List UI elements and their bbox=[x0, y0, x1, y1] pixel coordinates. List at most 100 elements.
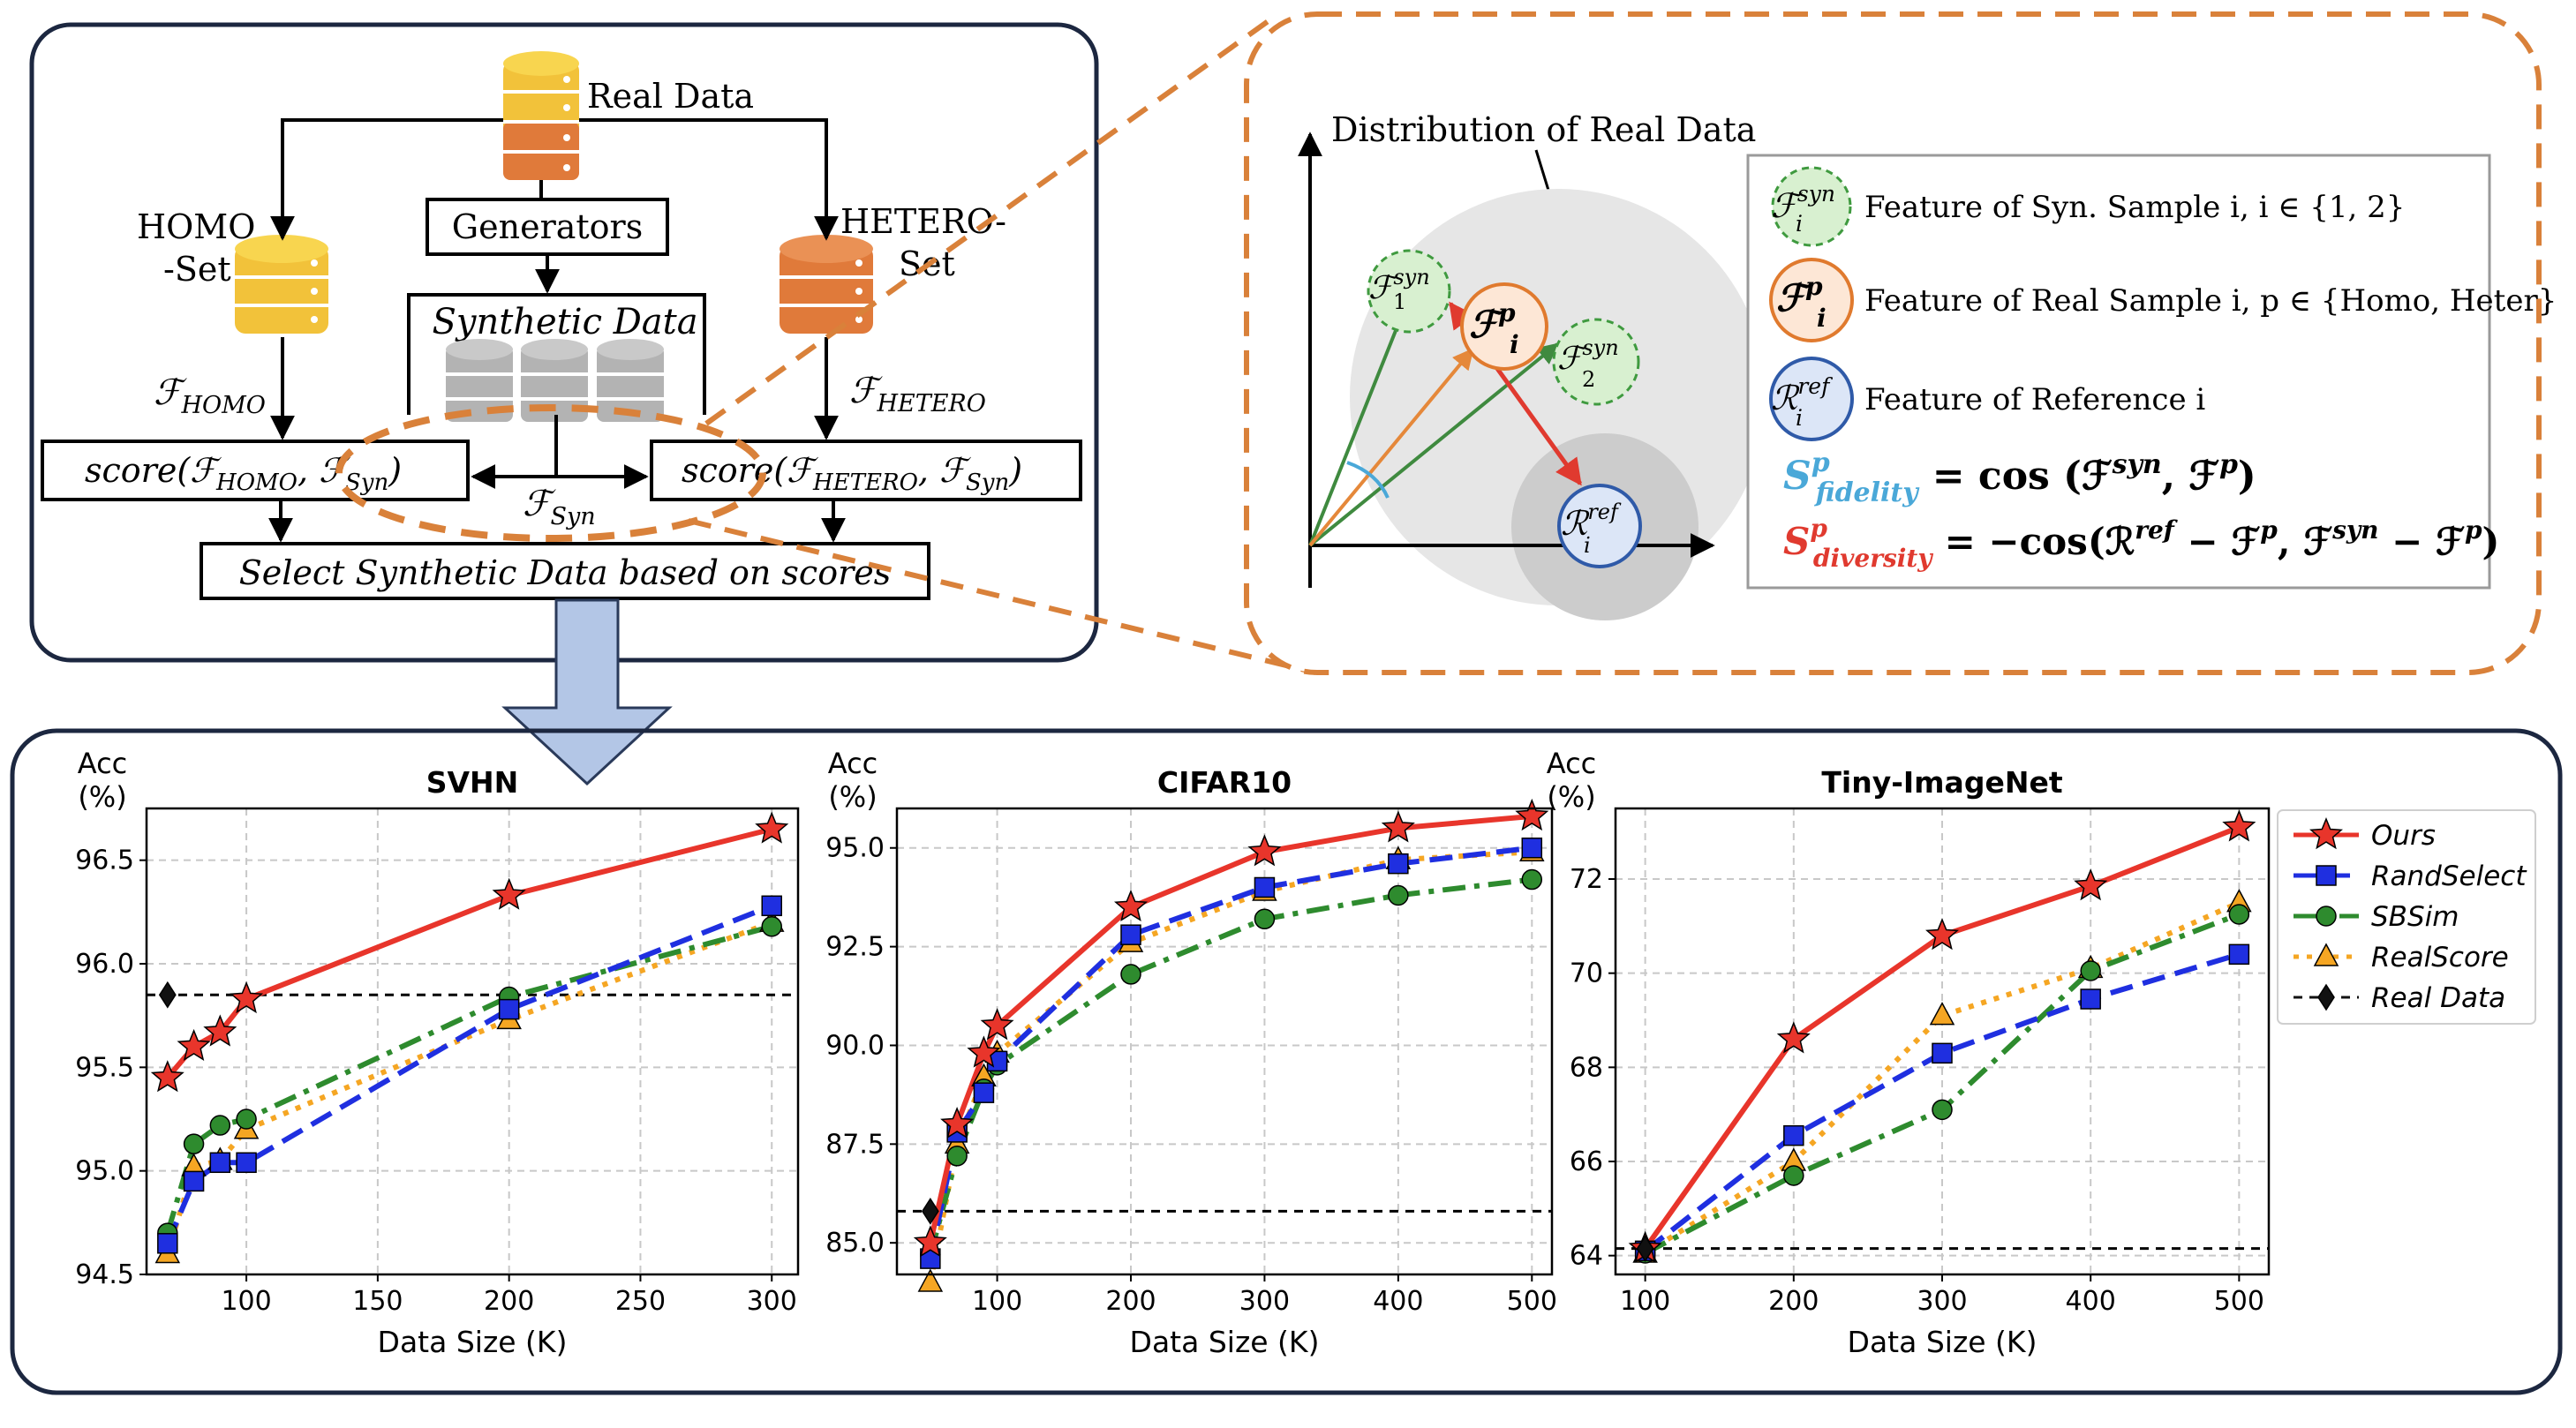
legend-item-realscore: RealScore bbox=[2294, 942, 2509, 973]
chart-title: SVHN bbox=[426, 765, 519, 800]
svg-text:Feature of Real Sample i, p ∈: Feature of Real Sample i, p ∈ {Homo, Het… bbox=[1864, 283, 2557, 319]
point-ours bbox=[1381, 810, 1415, 843]
distribution-legend-box bbox=[1746, 154, 2491, 590]
score-hetero-box bbox=[650, 440, 1082, 501]
zoom-line-bottom bbox=[688, 518, 1316, 675]
chart-0: 100 150 200 250 300 94.5 95.0 95.5 96.0 96.5 SVHN D… bbox=[75, 747, 800, 1359]
point-randselect bbox=[236, 1152, 257, 1174]
point-randselect bbox=[498, 998, 520, 1020]
x-tick-label: 400 bbox=[2066, 1286, 2116, 1317]
pipeline-panel: Real Data HOMO -Set HETERO- Set Generato… bbox=[29, 22, 1099, 663]
svg-text:ℱsyn: ℱsyn bbox=[1368, 265, 1430, 306]
x-tick-label: 100 bbox=[972, 1286, 1022, 1317]
syn2-node: ℱsyn 2 bbox=[1552, 318, 1640, 406]
chart-legend: Ours RandSelect SBSim RealScore Real Data bbox=[2277, 809, 2536, 1025]
plot-frame bbox=[1614, 807, 2271, 1276]
zoom-line-top bbox=[704, 15, 1275, 426]
svg-text:i: i bbox=[1510, 330, 1519, 359]
point-randselect bbox=[157, 1233, 178, 1254]
x-tick-label: 300 bbox=[1239, 1286, 1290, 1317]
legend-marker bbox=[2309, 817, 2343, 850]
svg-text:Feature of Reference i: Feature of Reference i bbox=[1864, 382, 2205, 417]
point-ours bbox=[203, 1014, 237, 1047]
x-tick-label: 200 bbox=[484, 1286, 534, 1317]
svg-text:ℱsyn: ℱsyn bbox=[1557, 335, 1619, 377]
point-ours bbox=[1114, 889, 1148, 921]
chart-title: Tiny-ImageNet bbox=[1821, 765, 2062, 800]
x-tick-label: 400 bbox=[1373, 1286, 1423, 1317]
ref-node: ℛref i bbox=[1557, 484, 1642, 568]
svg-text:Feature of Syn. Sample i, i ∈: Feature of Syn. Sample i, i ∈ {1, 2} bbox=[1864, 190, 2405, 225]
point-ours bbox=[1776, 1021, 1811, 1054]
point-ours bbox=[150, 1060, 185, 1093]
series-line-sbsim bbox=[164, 923, 772, 1234]
fidelity-equation: Sp fidelity = cos (ℱsyn, ℱp) bbox=[1783, 447, 2256, 508]
x-tick-label: 500 bbox=[2214, 1286, 2264, 1317]
series-line-realscore bbox=[1644, 899, 2241, 1256]
x-axis-label: Data Size (K) bbox=[1848, 1325, 2037, 1359]
point-sbsim bbox=[1783, 1165, 1804, 1186]
point-ours bbox=[177, 1028, 211, 1061]
svg-text:ℛref: ℛref bbox=[1561, 500, 1622, 543]
point-ours bbox=[492, 877, 526, 910]
point-ours bbox=[2074, 868, 2108, 901]
svg-text:ℱsyn: ℱsyn bbox=[1771, 181, 1835, 225]
point-randselect bbox=[1932, 1042, 1953, 1064]
point-randselect bbox=[1254, 876, 1276, 898]
homo-set-database-icon bbox=[235, 235, 328, 334]
chart-2: 100 200 300 400 500 64 66 68 70 72 Tiny-ImageNet Da… bbox=[1547, 747, 2271, 1359]
y-tick-label: 92.5 bbox=[825, 932, 885, 963]
y-axis-label-unit: (%) bbox=[1547, 780, 1595, 814]
legend-label: RandSelect bbox=[2371, 861, 2527, 892]
point-ours bbox=[230, 981, 264, 1014]
y-axis-label: Acc bbox=[828, 747, 878, 780]
svg-text:ℱp: ℱp bbox=[1469, 298, 1516, 346]
charts-panel-border bbox=[10, 728, 2563, 1395]
legend-item-sbsim: SBSim bbox=[2294, 901, 2459, 933]
diversity-equation: Sp diversity = −cos(ℛref − ℱp, ℱsyn − ℱp) bbox=[1783, 514, 2499, 573]
x-tick-label: 250 bbox=[615, 1286, 666, 1317]
y-tick-label: 90.0 bbox=[825, 1030, 885, 1061]
legend-marker bbox=[2317, 983, 2335, 1011]
y-tick-label: 95.0 bbox=[75, 1156, 134, 1187]
title-pointer bbox=[1534, 149, 1552, 197]
legend-label: Ours bbox=[2371, 820, 2436, 852]
point-ours bbox=[755, 811, 789, 844]
vector-syn1 bbox=[1308, 308, 1407, 546]
point-randselect bbox=[2228, 943, 2250, 966]
legend-item-real_data: Real Data bbox=[2294, 982, 2505, 1014]
y-tick-label: 87.5 bbox=[825, 1129, 885, 1160]
series-line-randselect bbox=[927, 845, 1533, 1259]
fidelity-angle-arc bbox=[1346, 461, 1390, 499]
point-randselect bbox=[1783, 1124, 1804, 1146]
generators-label: Generators bbox=[452, 207, 643, 246]
plot-frame bbox=[895, 807, 1554, 1276]
y-axis-label: Acc bbox=[78, 747, 128, 780]
point-sbsim bbox=[183, 1133, 205, 1154]
point-sbsim bbox=[209, 1115, 231, 1136]
legend-marker bbox=[2316, 906, 2337, 927]
legend-real-entry: ℱp i Feature of Real Sample i, p ∈ {Homo… bbox=[1769, 258, 2557, 342]
x-tick-label: 150 bbox=[352, 1286, 403, 1317]
legend-marker bbox=[2316, 865, 2337, 886]
y-tick-label: 66 bbox=[1570, 1146, 1603, 1177]
y-tick-label: 95.5 bbox=[75, 1052, 134, 1083]
point-sbsim bbox=[1254, 908, 1276, 930]
svg-text:1: 1 bbox=[1393, 289, 1406, 314]
point-ours bbox=[967, 1035, 1001, 1068]
point-sbsim bbox=[761, 916, 782, 937]
y-axis-label: Acc bbox=[1547, 747, 1597, 780]
x-tick-label: 200 bbox=[1105, 1286, 1156, 1317]
homo-set-label-line2: -Set bbox=[163, 250, 231, 289]
point-real-data bbox=[921, 1198, 939, 1225]
x-tick-label: 100 bbox=[221, 1286, 271, 1317]
svg-text:i: i bbox=[1796, 211, 1803, 237]
point-sbsim bbox=[236, 1109, 257, 1130]
y-tick-label: 96.5 bbox=[75, 846, 134, 876]
x-tick-label: 500 bbox=[1507, 1286, 1557, 1317]
distribution-panel: Distribution of Real Data ℱsyn 1 ℱp i ℱs… bbox=[1244, 11, 2557, 675]
x-tick-label: 200 bbox=[1768, 1286, 1819, 1317]
x-tick-label: 300 bbox=[1917, 1286, 1967, 1317]
real-data-database-icon bbox=[503, 51, 579, 180]
